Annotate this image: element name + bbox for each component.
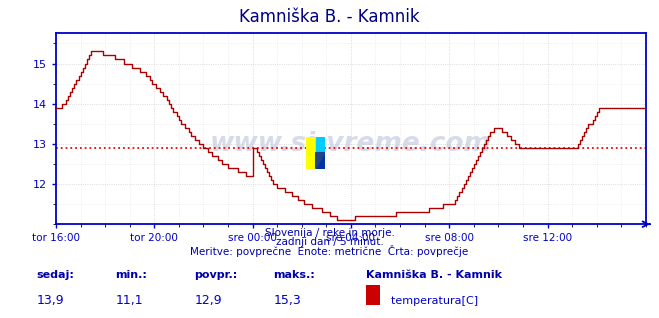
Text: 15,3: 15,3 [273,294,301,307]
Text: maks.:: maks.: [273,270,315,280]
Text: min.:: min.: [115,270,147,280]
Text: povpr.:: povpr.: [194,270,238,280]
Polygon shape [316,153,325,169]
Text: zadnji dan / 5 minut.: zadnji dan / 5 minut. [275,237,384,246]
Text: 12,9: 12,9 [194,294,222,307]
Text: sedaj:: sedaj: [36,270,74,280]
Text: temperatura[C]: temperatura[C] [384,296,478,306]
Bar [316,137,325,153]
Text: 13,9: 13,9 [36,294,64,307]
Polygon shape [316,153,325,169]
Text: Kamniška B. - Kamnik: Kamniška B. - Kamnik [239,8,420,26]
Text: Kamniška B. - Kamnik: Kamniška B. - Kamnik [366,270,501,280]
Bar [306,137,316,169]
Text: Slovenija / reke in morje.: Slovenija / reke in morje. [264,228,395,238]
Text: Meritve: povprečne  Enote: metrične  Črta: povprečje: Meritve: povprečne Enote: metrične Črta:… [190,245,469,258]
Text: 11,1: 11,1 [115,294,143,307]
Text: www.si-vreme.com: www.si-vreme.com [210,131,492,157]
